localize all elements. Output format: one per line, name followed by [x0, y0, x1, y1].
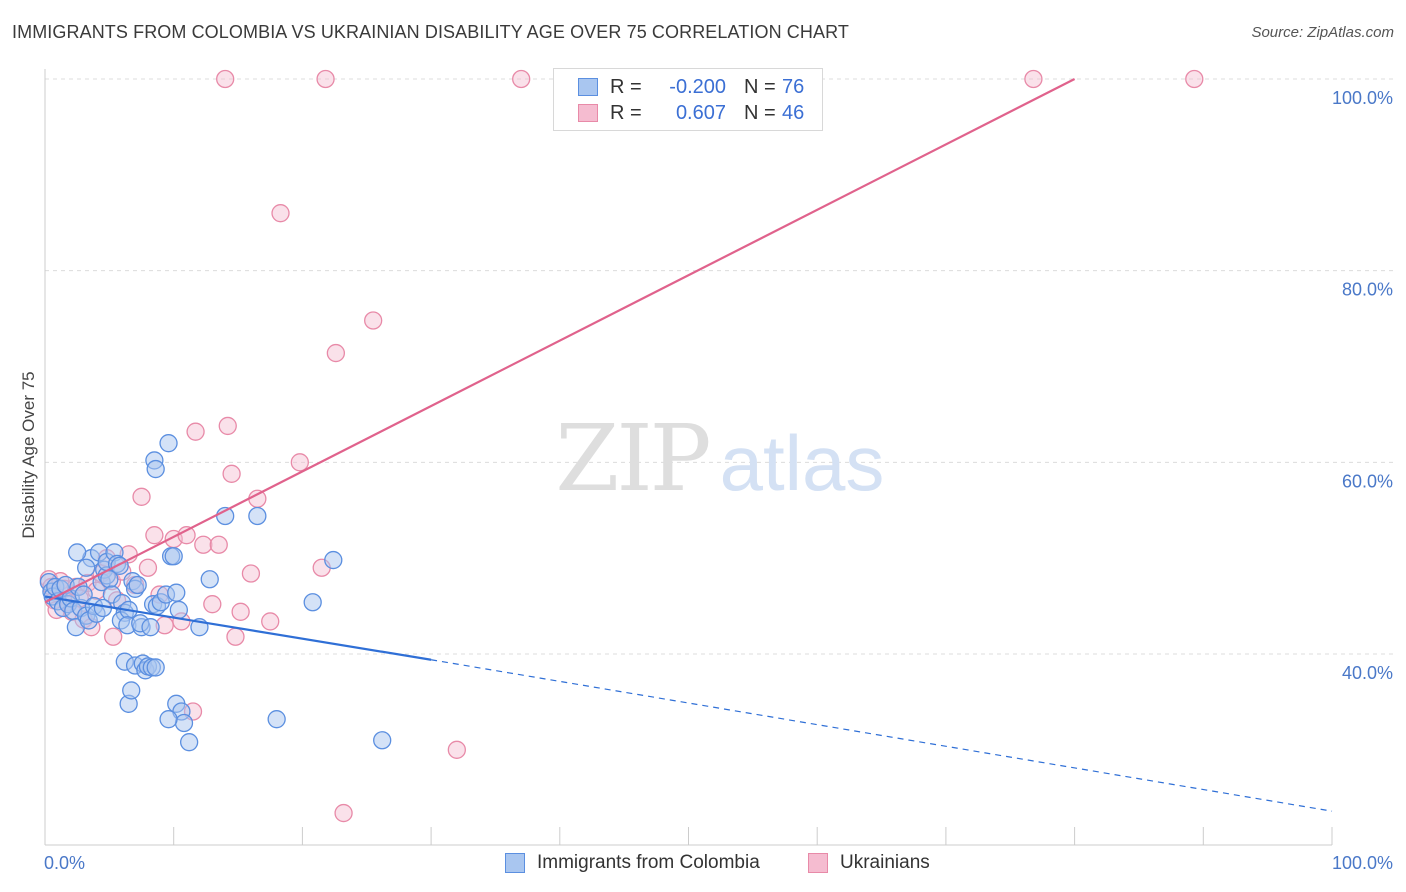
ukrainians-point [290, 453, 309, 472]
ukrainians-point [218, 416, 237, 436]
series-label-colombia: Immigrants from Colombia [537, 852, 760, 873]
legend-r-value: 0.607 [675, 101, 726, 124]
ukrainians-point [248, 489, 267, 508]
ukrainians-point [334, 803, 353, 823]
colombia-point [159, 434, 178, 453]
legend-n-value: 76 [782, 75, 805, 98]
colombia-point [167, 583, 186, 602]
ukrainians-point [186, 422, 205, 441]
colombia-point [174, 713, 194, 733]
ukrainians-point [132, 487, 151, 506]
legend-swatch-colombia [578, 78, 598, 96]
legend-swatch-ukrainians [578, 104, 598, 122]
colombia-point [169, 600, 188, 620]
ukrainians-point [326, 343, 346, 363]
colombia-point [77, 558, 96, 577]
colombia-point [146, 459, 165, 479]
ukrainians-point [1185, 69, 1204, 89]
ukrainians-point [364, 311, 383, 330]
colombia-point [122, 681, 141, 700]
ukrainians-point [316, 69, 335, 89]
y-tick-label: 60.0% [1342, 471, 1393, 491]
x-tick-label: 0.0% [44, 853, 85, 873]
ukrainians-point [226, 627, 245, 646]
series-legend: Immigrants from Colombia Ukrainians [0, 852, 1406, 876]
legend-row-ukrainians: R = 0.607 N = 46 [578, 101, 804, 125]
series-swatch-colombia [505, 853, 525, 873]
tick-labels: 40.0% 60.0% 80.0% 100.0% 0.0% 100.0% [44, 88, 1393, 873]
series-legend-colombia[interactable]: Immigrants from Colombia [505, 852, 760, 874]
ukrainians-point [222, 464, 241, 483]
legend-row-colombia: R = -0.200 N = 76 [578, 75, 804, 99]
colombia-point [267, 710, 286, 729]
watermark-atlas: atlas [720, 419, 885, 507]
source-label: Source: ZipAtlas.com [1251, 24, 1394, 41]
ukrainians-point [512, 69, 531, 89]
colombia-point [248, 506, 267, 526]
watermark: ZIP atlas [555, 405, 884, 512]
legend-n-label: N = [744, 75, 776, 98]
ukrainians-point [261, 612, 280, 631]
colombia-point [200, 570, 219, 589]
y-axis-title: Disability Age Over 75 [19, 371, 38, 538]
watermark-zip: ZIP [555, 405, 708, 512]
colombia-point [146, 658, 165, 677]
colombia-point [141, 618, 160, 637]
chart-title: IMMIGRANTS FROM COLOMBIA VS UKRAINIAN DI… [12, 22, 849, 42]
correlation-legend: R = -0.200 N = 76 R = 0.607 N = 46 [553, 68, 823, 131]
colombia-point [164, 547, 183, 566]
colombia-point [110, 556, 129, 575]
ukrainians-point [209, 535, 228, 554]
ukrainians-point [194, 535, 213, 554]
ukrainians-point [145, 526, 164, 545]
colombia-point [68, 543, 87, 562]
x-tick-label: 100.0% [1332, 853, 1393, 873]
axes [44, 69, 1333, 846]
ukrainians-trend-line [44, 78, 1076, 604]
ukrainians-point [447, 740, 466, 759]
colombia-point [303, 593, 322, 612]
y-tick-label: 80.0% [1342, 280, 1393, 300]
legend-r-label: R = [610, 101, 642, 124]
ukrainians-point [104, 627, 123, 646]
ukrainians-point [138, 558, 158, 577]
ukrainians-point [241, 564, 261, 583]
ukrainians-point [271, 204, 290, 223]
y-tick-label: 40.0% [1342, 663, 1393, 683]
ukrainians-point [216, 69, 235, 89]
ukrainians-point [1024, 69, 1043, 89]
colombia-trend-extension [431, 659, 1333, 812]
legend-r-label: R = [610, 75, 642, 98]
legend-r-value: -0.200 [669, 75, 726, 98]
legend-n-value: 46 [782, 101, 805, 124]
colombia-point [179, 733, 199, 752]
series-label-ukrainians: Ukrainians [840, 852, 930, 873]
colombia-point [128, 575, 147, 595]
colombia-point [159, 710, 178, 729]
colombia-trend-line [44, 595, 432, 661]
series-swatch-ukrainians [808, 853, 828, 873]
series-legend-ukrainians[interactable]: Ukrainians [808, 852, 930, 874]
ukrainians-point [203, 595, 222, 614]
colombia-point [373, 731, 392, 750]
trend-lines [44, 78, 1333, 812]
legend-n-label: N = [744, 101, 776, 124]
colombia-point [324, 550, 343, 570]
y-tick-label: 100.0% [1332, 88, 1393, 108]
ukrainians-point [231, 602, 250, 621]
